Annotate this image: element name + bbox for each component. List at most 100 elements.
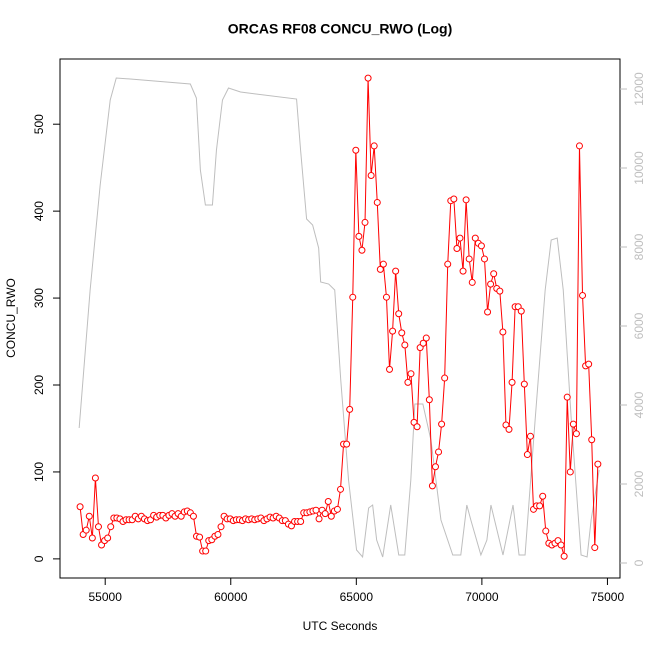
y2-tick-label: 2000 (632, 470, 646, 497)
data-point (196, 533, 204, 541)
data-point (591, 544, 599, 552)
data-point (364, 74, 372, 82)
y-tick-label: 0 (32, 555, 46, 562)
y2-tick-label: 4000 (632, 391, 646, 418)
data-point (407, 370, 415, 378)
data-point (76, 503, 84, 511)
y-axis-label: CONCU_RWO (4, 278, 18, 358)
data-point (572, 430, 580, 438)
data-point (594, 460, 602, 468)
data-point (386, 365, 394, 373)
data-point (346, 405, 354, 413)
data-point (88, 534, 96, 542)
data-point (91, 474, 99, 482)
plot-frame (59, 58, 621, 579)
data-point (202, 547, 210, 555)
data-point (496, 287, 504, 295)
data-point (542, 527, 550, 535)
data-point (435, 448, 443, 456)
data-point (392, 267, 400, 275)
y-tick-label: 200 (32, 375, 46, 395)
data-point (444, 260, 452, 268)
series-line (78, 77, 600, 559)
data-point (585, 360, 593, 368)
data-point (425, 396, 433, 404)
data-point (352, 146, 360, 154)
data-point (517, 307, 525, 315)
x-tick-label: 55000 (89, 590, 123, 604)
data-point (361, 218, 369, 226)
data-point (523, 451, 531, 459)
data-point (560, 552, 568, 560)
y2-tick-label: 6000 (632, 312, 646, 339)
data-point (398, 329, 406, 337)
data-point (539, 492, 547, 500)
data-point (563, 393, 571, 401)
data-point (370, 142, 378, 150)
data-point (82, 526, 90, 534)
data-point (404, 378, 412, 386)
data-point (379, 260, 387, 268)
data-point (214, 531, 222, 539)
data-point (395, 310, 403, 318)
data-point (343, 440, 351, 448)
data-point (189, 512, 197, 520)
data-point (358, 246, 366, 254)
data-point (107, 523, 115, 531)
chart-title: ORCAS RF08 CONCU_RWO (Log) (228, 21, 453, 37)
data-point (376, 265, 384, 273)
data-point (389, 327, 397, 335)
data-point (484, 308, 492, 316)
data-point (456, 234, 464, 242)
y-tick-label: 500 (32, 114, 46, 134)
data-point (520, 380, 528, 388)
data-point (327, 512, 335, 520)
y2-tick-label: 8000 (632, 233, 646, 260)
data-point (438, 420, 446, 428)
data-point (94, 523, 102, 531)
y2-tick-label: 12000 (632, 72, 646, 106)
data-point (333, 505, 341, 513)
x-axis-label: UTC Seconds (303, 619, 378, 633)
data-point (217, 523, 225, 531)
data-point (312, 506, 320, 514)
data-point (480, 255, 488, 263)
data-point (413, 423, 421, 431)
data-point (324, 497, 332, 505)
data-point (441, 374, 449, 382)
data-point (453, 245, 461, 253)
data-point (355, 232, 363, 240)
data-point (315, 515, 323, 523)
y2-tick-label: 0 (632, 559, 646, 566)
data-point (459, 267, 467, 275)
data-point (382, 293, 390, 301)
y-tick-label: 400 (32, 201, 46, 221)
x-tick-label: 65000 (340, 590, 374, 604)
data-point (428, 482, 436, 490)
data-point (487, 280, 495, 288)
data-point (505, 425, 513, 433)
data-point (337, 485, 345, 493)
data-point (508, 378, 516, 386)
data-point (465, 255, 473, 263)
data-point (579, 291, 587, 299)
data-point (575, 142, 583, 150)
y-tick-label: 300 (32, 288, 46, 308)
data-point (297, 517, 305, 525)
x-tick-label: 60000 (214, 590, 248, 604)
data-point (490, 270, 498, 278)
data-point (569, 420, 577, 428)
data-point (419, 339, 427, 347)
data-point (499, 328, 507, 336)
data-point (566, 468, 574, 476)
data-point (373, 198, 381, 206)
y2-tick-label: 10000 (632, 151, 646, 185)
data-point (401, 341, 409, 349)
data-point (450, 195, 458, 203)
data-point (536, 502, 544, 510)
data-point (462, 196, 470, 204)
x-tick-label: 70000 (465, 590, 499, 604)
data-point (85, 512, 93, 520)
